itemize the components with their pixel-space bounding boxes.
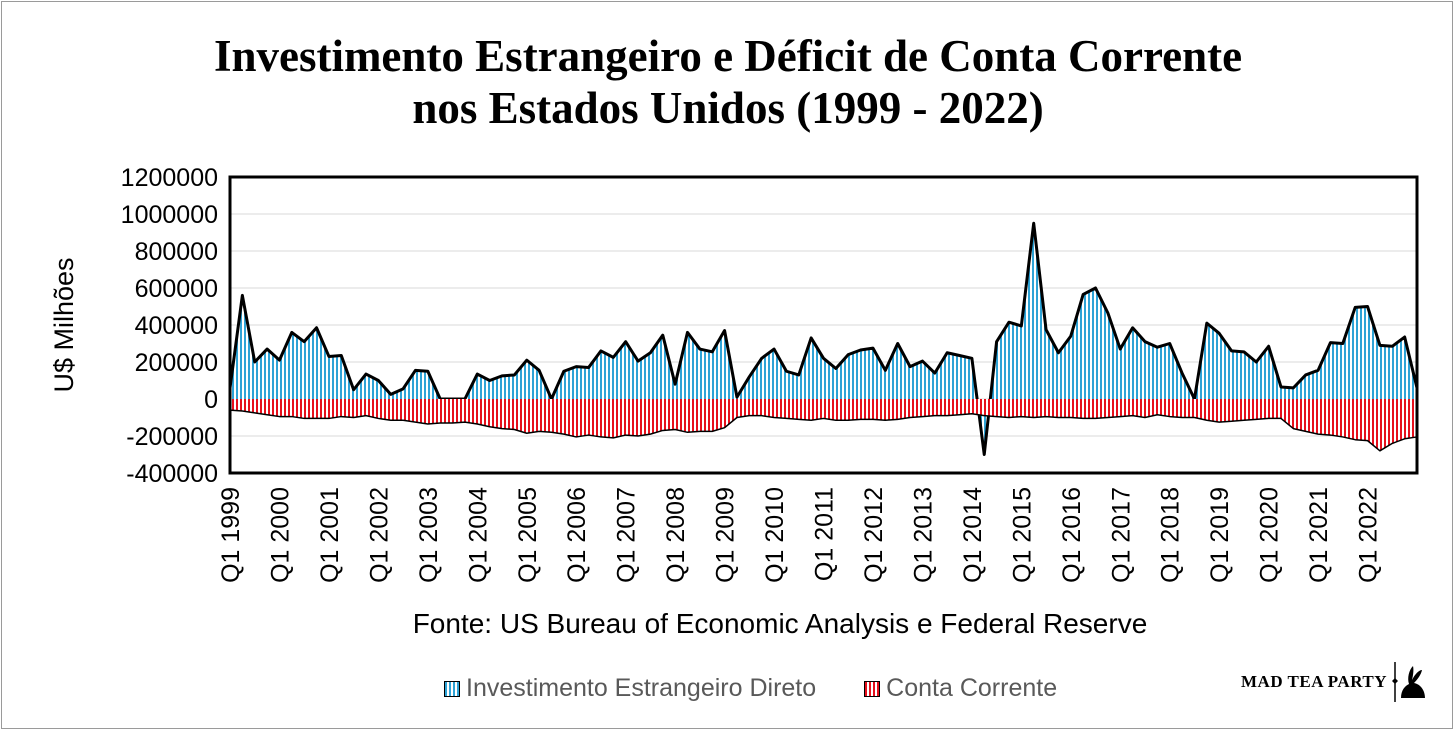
y-tick-label: 400000 [135, 312, 218, 340]
x-tick-label: Q1 2000 [266, 487, 294, 583]
x-tick-label: Q1 2002 [365, 487, 393, 583]
logo-text: MAD TEA PARTY [1241, 672, 1388, 691]
x-tick-label: Q1 2010 [761, 487, 789, 583]
x-tick-label: Q1 2017 [1107, 487, 1135, 583]
legend-label-investimento: Investimento Estrangeiro Direto [466, 674, 817, 702]
y-tick-label: 800000 [135, 238, 218, 266]
x-tick-label: Q1 2001 [316, 487, 344, 583]
x-tick-label: Q1 2021 [1305, 487, 1333, 583]
x-tick-label: Q1 2016 [1058, 487, 1086, 583]
x-tick-label: Q1 2014 [959, 487, 987, 583]
x-tick-label: Q1 2015 [1008, 487, 1036, 583]
x-tick-label: Q1 2009 [712, 487, 740, 583]
x-tick-label: Q1 2007 [613, 487, 641, 583]
plot-area-border [228, 175, 1419, 475]
x-tick-label: Q1 2004 [464, 487, 492, 583]
y-axis-label: U$ Milhões [49, 257, 79, 392]
x-tick-label: Q1 1999 [217, 487, 245, 583]
x-tick-label: Q1 2005 [514, 487, 542, 583]
y-tick-label: 1000000 [121, 201, 218, 229]
y-tick-label: 200000 [135, 349, 218, 377]
area-investimento-estrangeiro-outline [228, 221, 1419, 456]
x-tick-label: Q1 2006 [563, 487, 591, 583]
legend-swatch-red [864, 680, 881, 697]
legend-swatch-blue [444, 680, 460, 697]
x-tick-label: Q1 2003 [415, 487, 443, 583]
x-tick-label: Q1 2012 [860, 487, 888, 583]
logo: MAD TEA PARTY [1241, 660, 1431, 704]
y-tick-label: -400000 [126, 460, 218, 488]
chart-title-line-2: nos Estados Unidos (1999 - 2022) [412, 83, 1044, 133]
legend: Investimento Estrangeiro Direto Conta Co… [444, 674, 1105, 703]
x-axis-ticks: Q1 1999 Q1 2000 Q1 2001 Q1 2002 Q1 2003 Q1 20… [217, 487, 1383, 583]
x-tick-label: Q1 2008 [662, 487, 690, 583]
x-tick-label: Q1 2020 [1256, 487, 1284, 583]
gridlines [230, 176, 1417, 474]
x-tick-label: Q1 2011 [811, 487, 839, 581]
series-areas [228, 221, 1419, 456]
area-investimento-estrangeiro [230, 223, 1417, 455]
y-tick-label: 600000 [135, 275, 218, 303]
chart-title: Investimento Estrangeiro e Déficit de Co… [0, 30, 1456, 134]
source-note: Fonte: US Bureau of Economic Analysis e … [412, 608, 1148, 639]
y-tick-label: -200000 [126, 423, 218, 451]
x-tick-label: Q1 2018 [1157, 487, 1185, 583]
y-axis-ticks: 1200000 1000000 800000 600000 400000 200000 0 -… [121, 164, 218, 488]
y-tick-label: 1200000 [121, 164, 218, 192]
legend-item-conta-corrente: Conta Corrente [864, 674, 1057, 703]
area-conta-corrente-outline [229, 409, 1418, 452]
chart-title-line-1: Investimento Estrangeiro e Déficit de Co… [213, 31, 1243, 81]
rabbit-logo-icon [1392, 662, 1426, 702]
legend-label-conta-corrente: Conta Corrente [886, 674, 1058, 702]
x-tick-label: Q1 2013 [909, 487, 937, 583]
x-tick-label: Q1 2019 [1206, 487, 1234, 583]
legend-item-investimento: Investimento Estrangeiro Direto [444, 674, 816, 703]
area-conta-corrente [230, 399, 1417, 451]
y-tick-label: 0 [204, 386, 218, 414]
x-tick-label: Q1 2022 [1355, 487, 1383, 583]
